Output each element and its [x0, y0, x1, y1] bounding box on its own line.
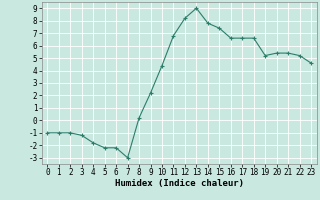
X-axis label: Humidex (Indice chaleur): Humidex (Indice chaleur) [115, 179, 244, 188]
